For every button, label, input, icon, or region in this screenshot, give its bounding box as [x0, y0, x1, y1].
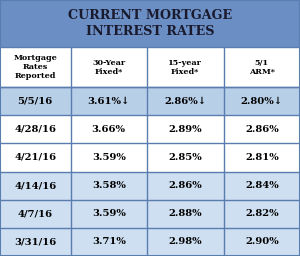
Text: 3.59%: 3.59% — [92, 209, 126, 218]
Text: 5/5/16: 5/5/16 — [18, 97, 53, 106]
Text: 2.84%: 2.84% — [245, 181, 279, 190]
Bar — [0, 200, 300, 228]
Text: 2.86%: 2.86% — [168, 181, 202, 190]
Bar — [0, 87, 300, 115]
Text: CURRENT MORTGAGE
INTEREST RATES: CURRENT MORTGAGE INTEREST RATES — [68, 9, 232, 38]
Bar — [0, 115, 300, 143]
Bar — [0, 0, 300, 47]
Text: 3.61%↓: 3.61%↓ — [88, 97, 130, 106]
Text: 2.98%: 2.98% — [168, 237, 202, 247]
Text: 3.59%: 3.59% — [92, 153, 126, 162]
Bar — [0, 172, 300, 200]
Text: 4/14/16: 4/14/16 — [14, 181, 56, 190]
Text: 2.90%: 2.90% — [245, 237, 279, 247]
Text: 15-year
Fixed*: 15-year Fixed* — [168, 59, 202, 76]
Text: 2.82%: 2.82% — [245, 209, 279, 218]
Text: 2.85%: 2.85% — [168, 153, 202, 162]
Text: 2.81%: 2.81% — [245, 153, 279, 162]
Text: 2.86%↓: 2.86%↓ — [164, 97, 206, 106]
Text: 3.66%: 3.66% — [92, 125, 126, 134]
Bar — [0, 143, 300, 172]
Text: 4/7/16: 4/7/16 — [18, 209, 53, 218]
Text: 3/31/16: 3/31/16 — [14, 237, 56, 247]
Text: 3.58%: 3.58% — [92, 181, 126, 190]
Text: 2.86%: 2.86% — [245, 125, 279, 134]
Text: 2.88%: 2.88% — [168, 209, 202, 218]
Text: 5/1
ARM*: 5/1 ARM* — [249, 59, 275, 76]
Text: Mortgage
Rates
Reported: Mortgage Rates Reported — [14, 54, 57, 80]
Text: 3.71%: 3.71% — [92, 237, 126, 247]
Text: 2.80%↓: 2.80%↓ — [241, 97, 283, 106]
Text: 4/28/16: 4/28/16 — [14, 125, 56, 134]
Bar — [0, 47, 300, 87]
Text: 30-Year
Fixed*: 30-Year Fixed* — [92, 59, 125, 76]
Bar — [0, 228, 300, 256]
Text: 4/21/16: 4/21/16 — [14, 153, 56, 162]
Text: 2.89%: 2.89% — [168, 125, 202, 134]
